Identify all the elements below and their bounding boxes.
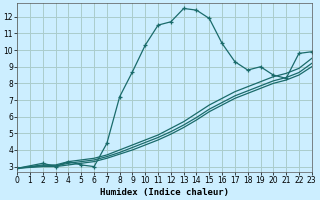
X-axis label: Humidex (Indice chaleur): Humidex (Indice chaleur) [100,188,229,197]
